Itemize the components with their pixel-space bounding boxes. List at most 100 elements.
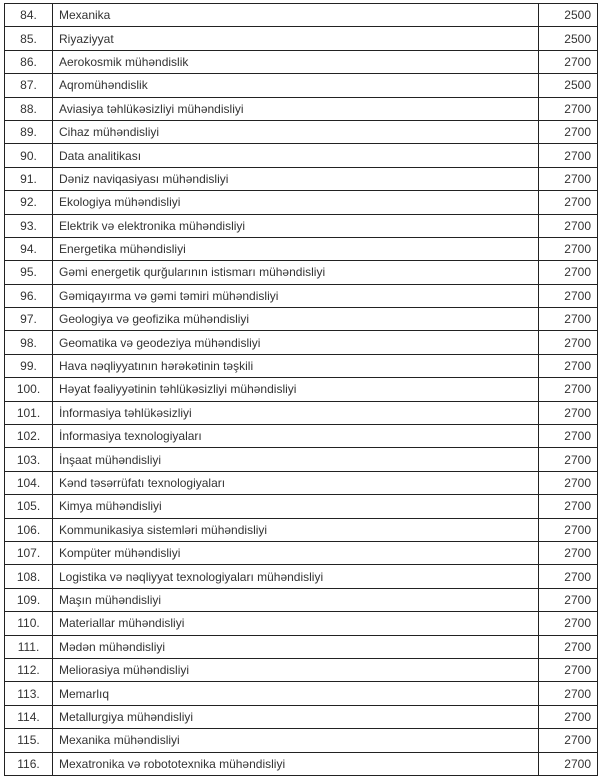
score-value: 2700 [538,728,598,753]
specialty-name: Gəmi energetik qurğularının istismarı mü… [52,260,539,285]
specialty-name: Aerokosmik mühəndislik [52,49,539,75]
score-value: 2700 [538,751,598,776]
row-number: 106. [4,517,53,542]
table-row: 100. Həyat fəaliyyətinin təhlükəsizliyi m… [4,377,598,402]
row-number: 109. [4,587,53,613]
specialty-name: Ekologiya mühəndisliyi [52,190,539,215]
score-value: 2700 [538,353,598,379]
table-row: 84. Mexanika 2500 [4,2,598,28]
specialty-name: Metallurgiya mühəndisliyi [52,704,539,730]
row-number: 99. [4,353,53,379]
score-value: 2700 [538,143,598,168]
specialty-name: Həyat fəaliyyətinin təhlükəsizliyi mühən… [52,377,539,402]
specialty-name: Elektrik və elektronika mühəndisliyi [52,213,539,238]
specialty-name: Aviasiya təhlükəsizliyi mühəndisliyi [52,96,539,121]
score-value: 2700 [538,540,598,566]
table-row: 110. Materiallar mühəndisliyi 2700 [4,611,598,636]
table-row: 102. İnformasiya texnologiyaları 2700 [4,424,598,449]
score-value: 2700 [538,517,598,542]
specialty-name: Memarlıq [52,681,539,706]
specialty-name: Gəmiqayırma və gəmi təmiri mühəndisliyi [52,283,539,309]
score-value: 2700 [538,119,598,145]
specialty-name: Meliorasiya mühəndisliyi [52,657,539,683]
table-row: 92. Ekologiya mühəndisliyi 2700 [4,190,598,215]
row-number: 96. [4,283,53,309]
specialty-name: İnformasiya texnologiyaları [52,424,539,449]
score-value: 2700 [538,587,598,613]
score-value: 2700 [538,377,598,402]
row-number: 100. [4,377,53,402]
score-value: 2700 [538,260,598,285]
row-number: 90. [4,143,53,168]
table-row: 89. Cihaz mühəndisliyi 2700 [4,119,598,145]
specialty-name: İnşaat mühəndisliyi [52,447,539,472]
row-number: 111. [4,634,53,659]
row-number: 105. [4,494,53,519]
row-number: 97. [4,307,53,332]
row-number: 108. [4,564,53,589]
specialty-name: Kənd təsərrüfatı texnologiyaları [52,470,539,496]
row-number: 95. [4,260,53,285]
specialty-name: Kommunikasiya sistemləri mühəndisliyi [52,517,539,542]
row-number: 102. [4,424,53,449]
score-value: 2700 [538,564,598,589]
specialty-name: Mexatronika və robototexnika mühəndisliy… [52,751,539,776]
specialty-name: Kompüter mühəndisliyi [52,540,539,566]
specialty-name: Riyaziyyat [52,26,539,51]
score-value: 2700 [538,236,598,262]
specialty-name: İnformasiya təhlükəsizliyi [52,400,539,426]
row-number: 92. [4,190,53,215]
row-number: 110. [4,611,53,636]
specialty-name: Maşın mühəndisliyi [52,587,539,613]
row-number: 91. [4,166,53,192]
table-row: 97. Geologiya və geofizika mühəndisliyi 27… [4,307,598,332]
table-row: 95. Gəmi energetik qurğularının istismarı… [4,260,598,285]
specialties-table: 84. Mexanika 2500 85. Riyaziyyat 2500 86. Aerok… [4,2,598,776]
table-row: 115. Mexanika mühəndisliyi 2700 [4,728,598,753]
table-row: 98. Geomatika və geodeziya mühəndisliyi 27… [4,330,598,355]
row-number: 88. [4,96,53,121]
table-row: 99. Hava nəqliyyatının hərəkətinin təşkil… [4,353,598,379]
row-number: 113. [4,681,53,706]
score-value: 2700 [538,634,598,659]
table-row: 113. Memarlıq 2700 [4,681,598,706]
table-row: 108. Logistika və nəqliyyat texnologiyala… [4,564,598,589]
row-number: 103. [4,447,53,472]
table-row: 111. Mədən mühəndisliyi 2700 [4,634,598,659]
row-number: 112. [4,657,53,683]
table-row: 94. Energetika mühəndisliyi 2700 [4,236,598,262]
row-number: 86. [4,49,53,75]
table-row: 103. İnşaat mühəndisliyi 2700 [4,447,598,472]
score-value: 2700 [538,657,598,683]
row-number: 85. [4,26,53,51]
row-number: 93. [4,213,53,238]
specialty-name: Energetika mühəndisliyi [52,236,539,262]
table-row: 90. Data analitikası 2700 [4,143,598,168]
score-value: 2700 [538,190,598,215]
specialty-name: Cihaz mühəndisliyi [52,119,539,145]
specialty-name: Logistika və nəqliyyat texnologiyaları m… [52,564,539,589]
score-value: 2700 [538,704,598,730]
score-value: 2700 [538,166,598,192]
score-value: 2700 [538,213,598,238]
table-row: 105. Kimya mühəndisliyi 2700 [4,494,598,519]
specialty-name: Mexanika mühəndisliyi [52,728,539,753]
score-value: 2500 [538,2,598,28]
table-row: 107. Kompüter mühəndisliyi 2700 [4,540,598,566]
score-value: 2700 [538,49,598,75]
table-row: 114. Metallurgiya mühəndisliyi 2700 [4,704,598,730]
score-value: 2700 [538,330,598,355]
score-value: 2700 [538,424,598,449]
row-number: 89. [4,119,53,145]
score-value: 2700 [538,681,598,706]
table-row: 93. Elektrik və elektronika mühəndisliyi 2… [4,213,598,238]
specialty-name: Geologiya və geofizika mühəndisliyi [52,307,539,332]
score-value: 2500 [538,26,598,51]
score-value: 2700 [538,494,598,519]
table-row: 109. Maşın mühəndisliyi 2700 [4,587,598,613]
row-number: 87. [4,73,53,98]
score-value: 2700 [538,283,598,309]
table-row: 116. Mexatronika və robototexnika mühəndi… [4,751,598,776]
score-value: 2700 [538,307,598,332]
table-row: 106. Kommunikasiya sistemləri mühəndisliy… [4,517,598,542]
